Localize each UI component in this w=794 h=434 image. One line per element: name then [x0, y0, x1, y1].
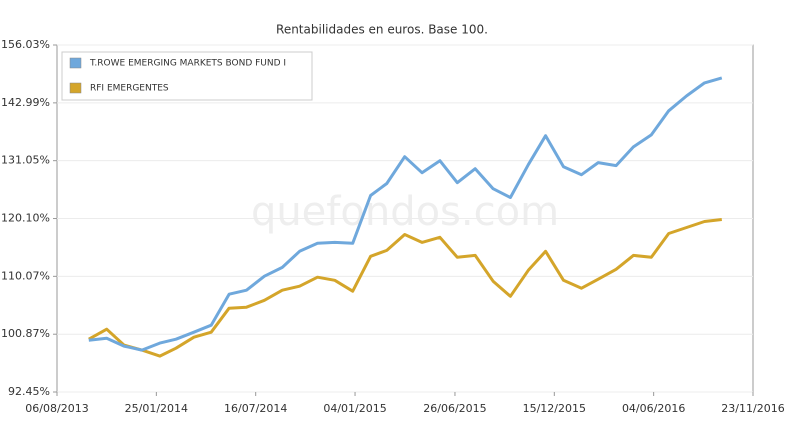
y-tick-label: 92.45%	[8, 385, 50, 398]
series-line	[88, 76, 723, 352]
x-tick-label: 25/01/2014	[125, 402, 188, 415]
x-tick-label: 04/01/2015	[323, 402, 386, 415]
legend-label: T.ROWE EMERGING MARKETS BOND FUND I	[89, 59, 286, 69]
x-tick-label: 15/12/2015	[523, 402, 586, 415]
y-tick-label: 142.99%	[1, 96, 50, 109]
x-tick-label: 04/06/2016	[622, 402, 685, 415]
chart-title: Rentabilidades en euros. Base 100.	[276, 23, 488, 37]
y-tick-label: 120.10%	[1, 212, 50, 225]
x-tick-label: 16/07/2014	[224, 402, 287, 415]
y-tick-label: 110.07%	[1, 269, 50, 282]
y-tick-label: 131.05%	[1, 154, 50, 167]
x-tick-label: 26/06/2015	[423, 402, 486, 415]
legend-swatch	[69, 82, 82, 94]
x-tick-label: 23/11/2016	[721, 402, 784, 415]
legend-box	[61, 51, 313, 101]
legend-label: RFI EMERGENTES	[90, 84, 169, 94]
y-tick-label: 100.87%	[1, 327, 50, 340]
legend-swatch	[69, 57, 82, 69]
x-tick-label: 06/08/2013	[25, 402, 88, 415]
y-tick-label: 156.03%	[1, 38, 50, 51]
series-line	[88, 218, 722, 358]
